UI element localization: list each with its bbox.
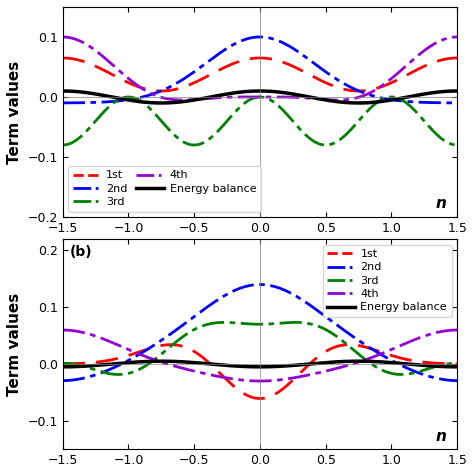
Text: (b): (b): [69, 245, 92, 259]
Legend: 1st, 2nd, 3rd, 4th, Energy balance: 1st, 2nd, 3rd, 4th, Energy balance: [68, 166, 261, 211]
Legend: 1st, 2nd, 3rd, 4th, Energy balance: 1st, 2nd, 3rd, 4th, Energy balance: [323, 245, 452, 317]
Y-axis label: Term values: Term values: [7, 60, 22, 164]
Text: n: n: [436, 428, 447, 444]
Text: n: n: [436, 196, 447, 211]
Y-axis label: Term values: Term values: [7, 292, 22, 396]
